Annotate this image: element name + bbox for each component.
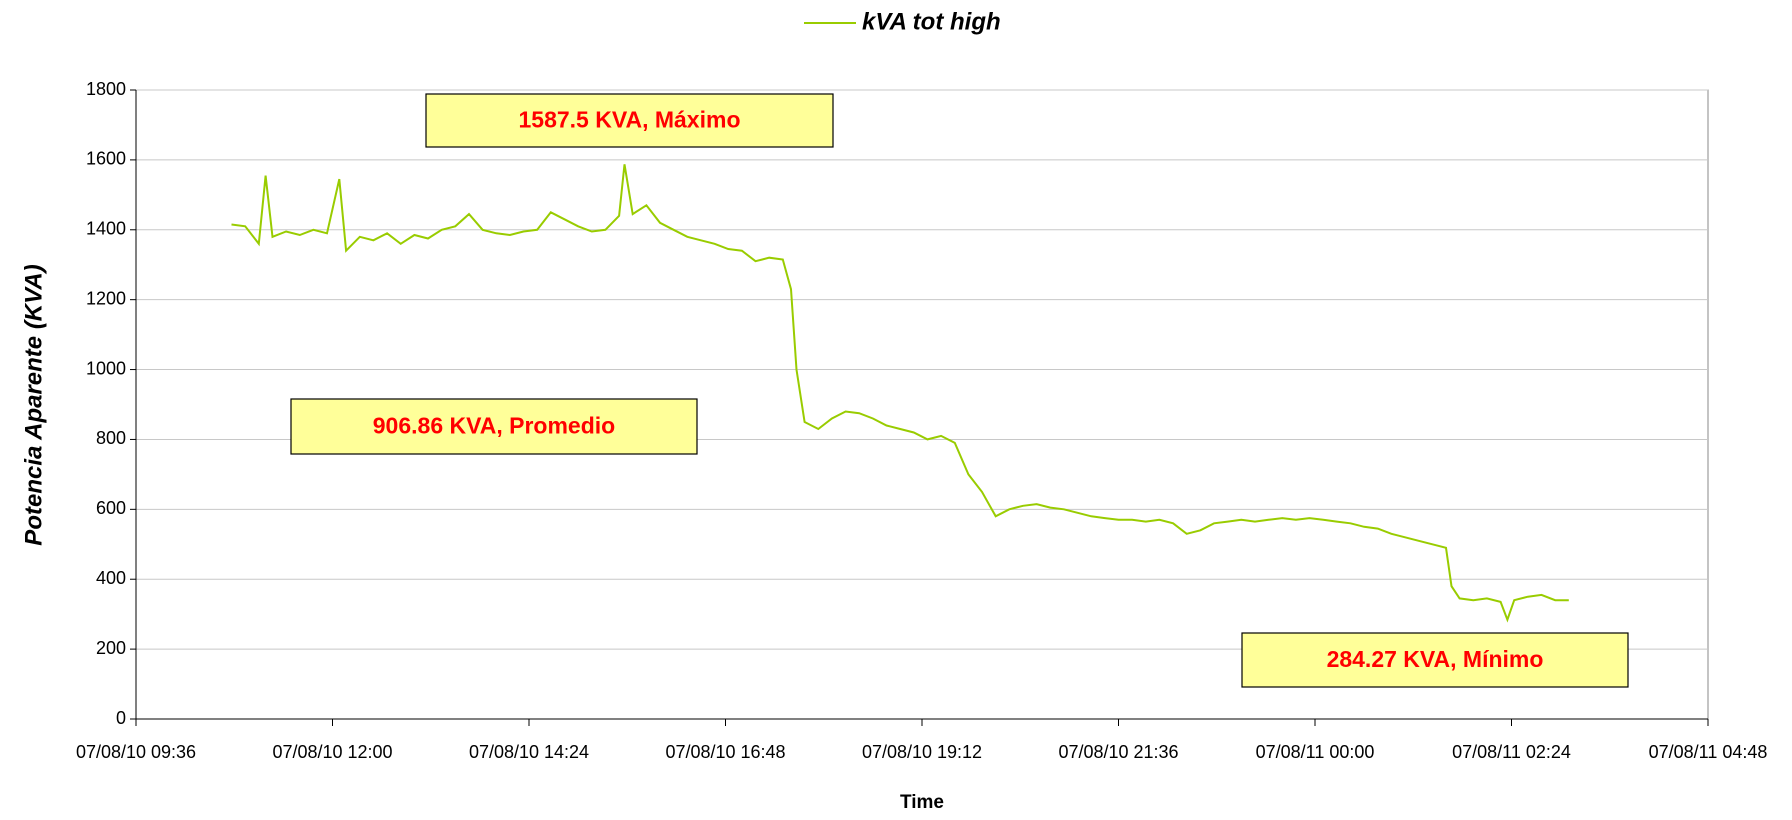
y-tick-label: 1400 xyxy=(86,219,126,239)
x-tick-label: 07/08/11 02:24 xyxy=(1452,742,1571,762)
annotation: 1587.5 KVA, Máximo xyxy=(518,107,740,133)
legend-label: kVA tot high xyxy=(862,8,1001,35)
y-tick-label: 400 xyxy=(96,568,126,588)
annotation-box xyxy=(290,398,698,455)
y-tick-label: 1600 xyxy=(86,149,126,169)
y-tick-label: 200 xyxy=(96,638,126,658)
y-tick-label: 1200 xyxy=(86,288,126,308)
annotation: 906.86 KVA, Promedio xyxy=(373,413,615,439)
y-axis-label: Potencia Aparente (KVA) xyxy=(20,264,47,545)
y-tick-label: 600 xyxy=(96,498,126,518)
annotation-box xyxy=(425,93,834,148)
x-tick-label: 07/08/10 14:24 xyxy=(469,742,589,762)
x-tick-label: 07/08/11 00:00 xyxy=(1256,742,1375,762)
x-tick-label: 07/08/10 09:36 xyxy=(76,742,196,762)
x-tick-label: 07/08/11 04:48 xyxy=(1649,742,1768,762)
y-tick-label: 800 xyxy=(96,428,126,448)
y-tick-label: 0 xyxy=(116,708,126,728)
x-axis-label: Time xyxy=(900,792,944,813)
x-tick-label: 07/08/10 19:12 xyxy=(862,742,982,762)
annotation-box xyxy=(1241,632,1629,688)
x-tick-label: 07/08/10 21:36 xyxy=(1058,742,1178,762)
data-line xyxy=(231,164,1569,623)
y-tick-label: 1800 xyxy=(86,79,126,99)
x-tick-label: 07/08/10 16:48 xyxy=(665,742,785,762)
y-tick-label: 1000 xyxy=(86,358,126,378)
annotation: 284.27 KVA, Mínimo xyxy=(1327,646,1544,672)
x-tick-label: 07/08/10 12:00 xyxy=(272,742,392,762)
